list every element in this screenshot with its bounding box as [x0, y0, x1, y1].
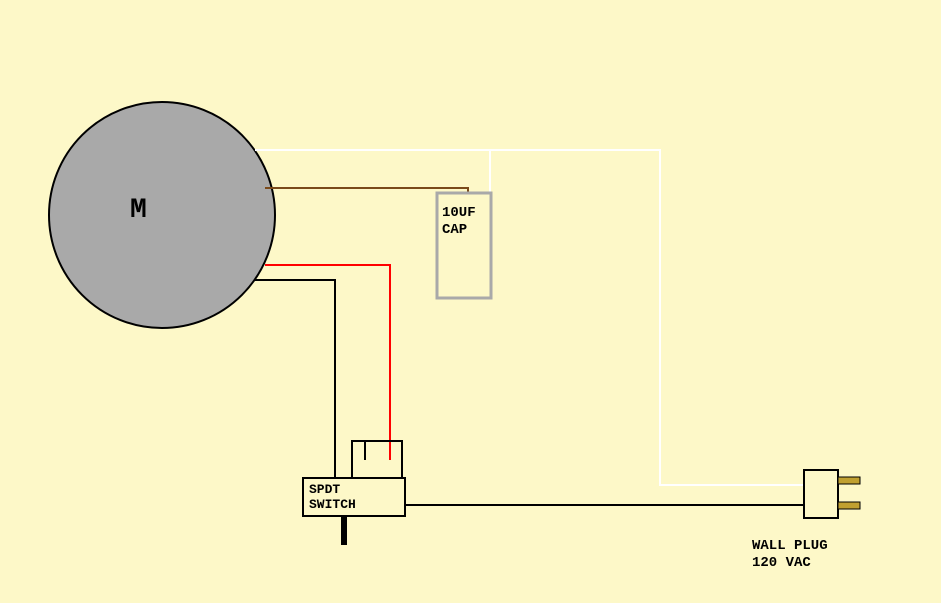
wire-red: [265, 265, 390, 460]
switch-top: [352, 441, 402, 478]
wire-white-long: [490, 150, 804, 485]
plug-body: [804, 470, 838, 518]
motor-symbol: [49, 102, 275, 328]
motor-label: M: [130, 195, 147, 226]
plug-label-2: 120 VAC: [752, 555, 811, 571]
plug-prong-1: [838, 477, 860, 484]
capacitor-label-2: CAP: [442, 222, 467, 238]
capacitor-label-1: 10UF: [442, 205, 476, 221]
switch-label-1: SPDT: [309, 482, 340, 497]
wire-black-motor-switch: [254, 280, 335, 478]
switch-label-2: SWITCH: [309, 497, 356, 512]
wire-white-top: [255, 150, 490, 193]
plug-prong-2: [838, 502, 860, 509]
plug-label-1: WALL PLUG: [752, 538, 828, 554]
circuit-diagram: [0, 0, 941, 603]
